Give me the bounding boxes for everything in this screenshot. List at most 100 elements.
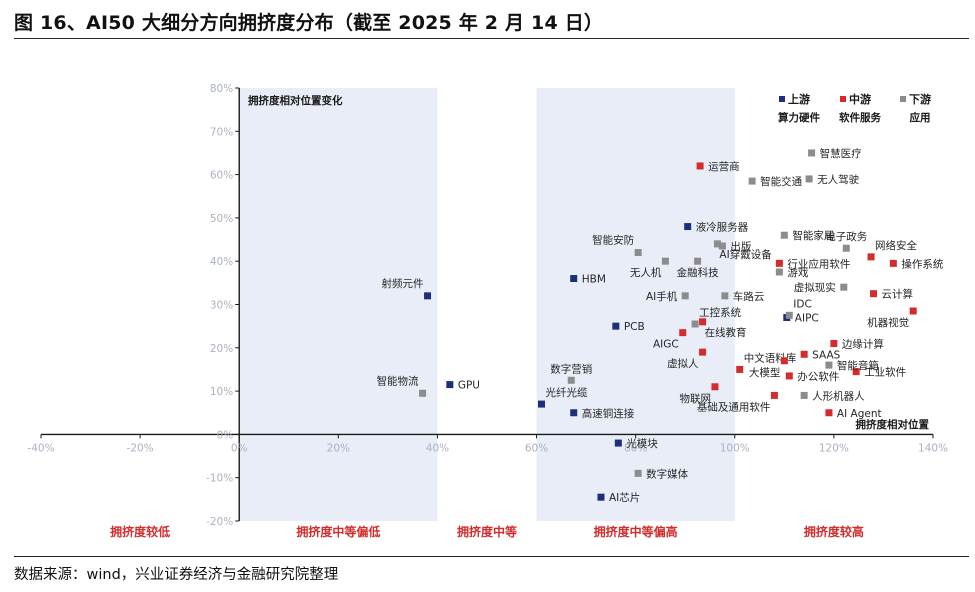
- data-label: GPU: [458, 380, 480, 392]
- data-label: 人形机器人: [812, 389, 865, 402]
- y-tick-label: 70%: [210, 126, 233, 138]
- source-note: 数据来源：wind，兴业证券经济与金融研究院整理: [14, 567, 339, 583]
- legend-sub-upstream: 算力硬件: [778, 111, 820, 124]
- data-label: 大模型: [749, 366, 781, 379]
- x-tick-label: 100%: [720, 442, 750, 454]
- data-label: 射频元件: [382, 277, 424, 290]
- data-label: 游戏: [787, 266, 808, 279]
- data-point: [748, 177, 756, 185]
- data-point: [805, 175, 813, 183]
- legend-marker-midstream: [840, 96, 846, 102]
- data-point: [612, 322, 620, 330]
- y-tick-label: 50%: [210, 213, 233, 225]
- data-point: [699, 348, 707, 356]
- zone-label-2: 拥挤度中等: [457, 524, 517, 539]
- y-tick-label: 10%: [210, 386, 233, 398]
- data-label: AI芯片: [609, 491, 640, 504]
- data-label: 工控系统: [699, 306, 741, 319]
- data-label: 网络安全: [875, 239, 917, 252]
- data-label: 光模块: [626, 437, 658, 450]
- data-label: AI手机: [646, 290, 678, 303]
- y-tick-label: -10%: [206, 473, 233, 485]
- legend-sub-downstream: 应用: [910, 111, 931, 124]
- data-point: [681, 292, 689, 300]
- data-label: 机器视觉: [867, 316, 909, 329]
- y-tick-label: 30%: [210, 300, 233, 312]
- title-rule: [14, 38, 969, 39]
- data-label: 虚拟现实: [794, 281, 836, 294]
- data-label: 工业软件: [864, 366, 906, 379]
- data-label: 智慧医疗: [820, 147, 862, 160]
- zone-band-1: [239, 88, 438, 521]
- data-point: [840, 283, 848, 291]
- x-tick-label: 140%: [918, 442, 948, 454]
- data-point: [775, 268, 783, 276]
- data-point: [570, 275, 578, 283]
- y-axis-title: 拥挤度相对位置变化: [248, 94, 343, 107]
- data-label: 物联网: [679, 392, 711, 405]
- y-tick-label: 20%: [210, 343, 233, 355]
- data-label: 云计算: [882, 288, 914, 301]
- data-label: 无人机: [630, 266, 662, 279]
- data-point: [699, 318, 707, 326]
- data-point: [800, 350, 808, 358]
- data-point: [889, 259, 897, 267]
- data-point: [634, 469, 642, 477]
- data-point: [721, 292, 729, 300]
- data-label: 中文语料库: [744, 351, 797, 364]
- x-tick-label: 120%: [819, 442, 849, 454]
- legend-label-midstream: 中游: [849, 92, 871, 106]
- data-point: [808, 149, 816, 157]
- data-point: [800, 391, 808, 399]
- legend-marker-upstream: [779, 96, 785, 102]
- zone-label-0: 拥挤度较低: [110, 524, 170, 539]
- y-tick-label: 80%: [210, 83, 233, 95]
- data-label: 数字营销: [550, 362, 592, 375]
- data-point: [691, 320, 699, 328]
- data-point: [867, 253, 875, 261]
- x-tick-label: 60%: [525, 442, 548, 454]
- data-point: [852, 368, 860, 376]
- data-point: [679, 329, 687, 337]
- data-point: [570, 409, 578, 417]
- data-point: [909, 307, 917, 315]
- data-point: [842, 244, 850, 252]
- data-label: AI穿戴设备: [719, 248, 772, 261]
- data-label: 智能家居: [792, 229, 834, 242]
- y-tick-label: 0%: [217, 429, 234, 441]
- data-label: 光纤光缆: [546, 386, 588, 399]
- x-axis-title: 拥挤度相对位置: [856, 418, 930, 431]
- data-point: [713, 240, 721, 248]
- x-tick-label: 0%: [231, 442, 248, 454]
- legend-label-downstream: 下游: [909, 92, 931, 106]
- data-point: [538, 400, 546, 408]
- data-point: [780, 357, 788, 365]
- data-label: 高速铜连接: [582, 407, 635, 420]
- data-point: [684, 223, 692, 231]
- data-label: 基础及通用软件: [697, 400, 771, 413]
- x-tick-label: 80%: [624, 442, 647, 454]
- legend-label-upstream: 上游: [788, 92, 810, 106]
- data-label: 智能安防: [592, 234, 634, 247]
- legend-sub-midstream: 软件服务: [839, 111, 881, 124]
- data-label: PCB: [624, 321, 645, 333]
- data-label: 行业应用软件: [787, 257, 850, 270]
- x-tick-label: 20%: [327, 442, 350, 454]
- data-label: 电子政务: [825, 230, 867, 243]
- data-label: 边缘计算: [842, 337, 884, 350]
- data-point: [424, 292, 432, 300]
- data-label: 在线教育: [705, 326, 747, 339]
- zone-band-3: [536, 88, 735, 521]
- data-label: 虚拟人: [667, 357, 699, 370]
- data-label: 操作系统: [901, 257, 943, 270]
- data-label: AI Agent: [837, 408, 882, 420]
- data-point: [567, 376, 575, 384]
- data-label: 液冷服务器: [696, 221, 749, 234]
- data-label: 无人驾驶: [817, 173, 859, 186]
- data-label: SAAS: [812, 349, 841, 361]
- data-label: 运营商: [708, 160, 740, 173]
- page-title: 图 16、AI50 大细分方向拥挤度分布（截至 2025 年 2 月 14 日）: [14, 12, 604, 34]
- legend-marker-downstream: [900, 96, 906, 102]
- source-rule: [14, 556, 969, 557]
- data-label: AIGC: [653, 339, 679, 351]
